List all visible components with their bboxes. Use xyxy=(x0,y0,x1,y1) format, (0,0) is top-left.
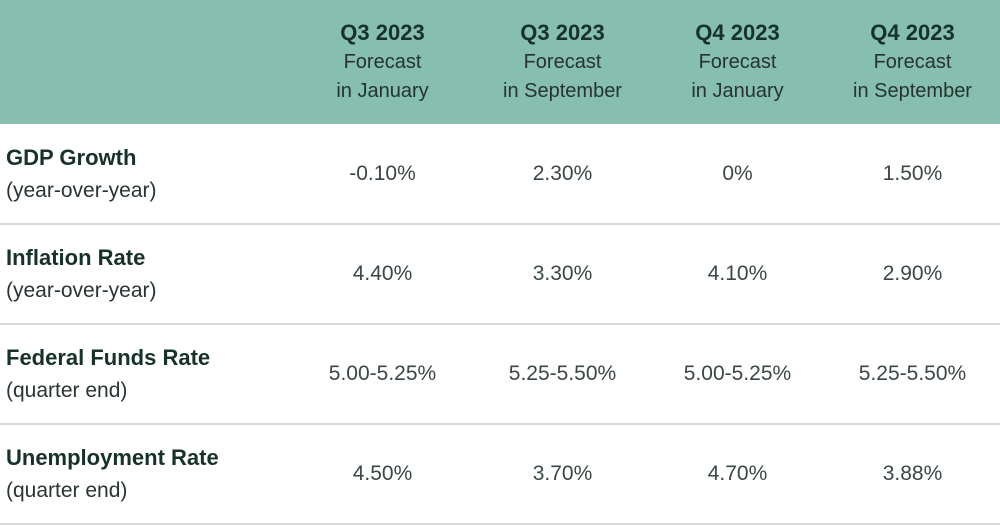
table-body: GDP Growth (year-over-year) -0.10% 2.30%… xyxy=(0,124,1000,524)
value-cell: 3.30% xyxy=(532,262,593,285)
column-subtitle: Forecast xyxy=(698,51,777,73)
row-label-cell: Inflation Rate (year-over-year) xyxy=(0,224,290,324)
value-cell: 4.50% xyxy=(352,462,413,485)
table-row-federal-funds-rate: Federal Funds Rate (quarter end) 5.00-5.… xyxy=(0,324,1000,424)
header-row: Q3 2023 Forecast in January Q3 2023 Fore… xyxy=(0,0,1000,124)
row-label: Unemployment Rate xyxy=(6,445,219,470)
column-subtitle: Forecast xyxy=(523,51,602,73)
column-subtitle: in January xyxy=(691,80,784,102)
value-cell: 2.90% xyxy=(882,262,943,285)
row-label: Federal Funds Rate xyxy=(6,345,211,370)
row-label-cell: Federal Funds Rate (quarter end) xyxy=(0,324,290,424)
column-title: Q3 2023 xyxy=(520,20,605,45)
value-cell: 0% xyxy=(722,161,753,185)
header-cell-empty xyxy=(0,0,290,124)
value-cell: 5.00-5.25% xyxy=(683,362,792,385)
header-cell-q4-january: Q4 2023 Forecast in January xyxy=(650,0,825,124)
row-sublabel: (quarter end) xyxy=(6,379,128,402)
row-label-cell: Unemployment Rate (quarter end) xyxy=(0,424,290,524)
value-cell: -0.10% xyxy=(349,161,416,185)
column-subtitle: in September xyxy=(503,80,622,102)
table-row-inflation-rate: Inflation Rate (year-over-year) 4.40% 3.… xyxy=(0,224,1000,324)
value-cell: 4.70% xyxy=(707,462,768,485)
value-cell: 1.50% xyxy=(882,161,943,185)
column-title: Q3 2023 xyxy=(340,20,425,45)
column-subtitle: Forecast xyxy=(873,51,952,73)
column-title: Q4 2023 xyxy=(695,20,780,45)
column-title: Q4 2023 xyxy=(870,20,955,45)
row-sublabel: (year-over-year) xyxy=(6,178,157,202)
header-cell-q3-september: Q3 2023 Forecast in September xyxy=(475,0,650,124)
row-label-cell: GDP Growth (year-over-year) xyxy=(0,124,290,224)
header-cell-q4-september: Q4 2023 Forecast in September xyxy=(825,0,1000,124)
value-cell: 5.00-5.25% xyxy=(328,362,437,385)
value-cell: 4.40% xyxy=(352,262,413,285)
value-cell: 5.25-5.50% xyxy=(508,362,617,385)
header-cell-q3-january: Q3 2023 Forecast in January xyxy=(290,0,475,124)
value-cell: 5.25-5.50% xyxy=(858,362,967,385)
column-subtitle: in January xyxy=(336,80,429,102)
row-sublabel: (year-over-year) xyxy=(6,279,157,302)
row-label: GDP Growth xyxy=(6,144,137,170)
column-subtitle: Forecast xyxy=(343,51,422,73)
value-cell: 4.10% xyxy=(707,262,768,285)
value-cell: 2.30% xyxy=(532,161,593,185)
value-cell: 3.70% xyxy=(532,462,593,485)
value-cell: 3.88% xyxy=(882,462,943,485)
table-header: Q3 2023 Forecast in January Q3 2023 Fore… xyxy=(0,0,1000,124)
column-subtitle: in September xyxy=(853,80,972,102)
table-row-gdp-growth: GDP Growth (year-over-year) -0.10% 2.30%… xyxy=(0,124,1000,224)
row-label: Inflation Rate xyxy=(6,245,146,270)
row-sublabel: (quarter end) xyxy=(6,479,128,502)
table-row-unemployment-rate: Unemployment Rate (quarter end) 4.50% 3.… xyxy=(0,424,1000,524)
